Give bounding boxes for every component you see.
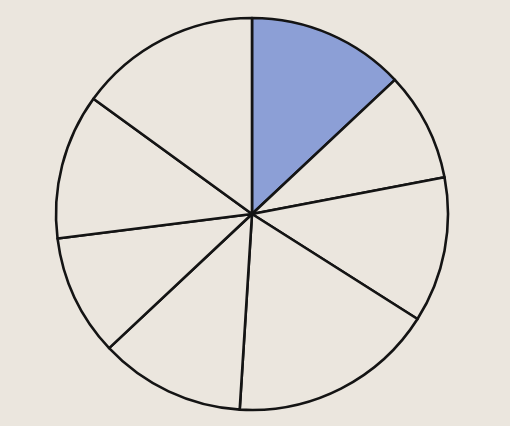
- pie-slice: [240, 214, 418, 410]
- pie-group: [56, 18, 448, 410]
- chart-container: [0, 0, 510, 426]
- pie-slice: [93, 18, 252, 214]
- chart-svg: [0, 0, 510, 426]
